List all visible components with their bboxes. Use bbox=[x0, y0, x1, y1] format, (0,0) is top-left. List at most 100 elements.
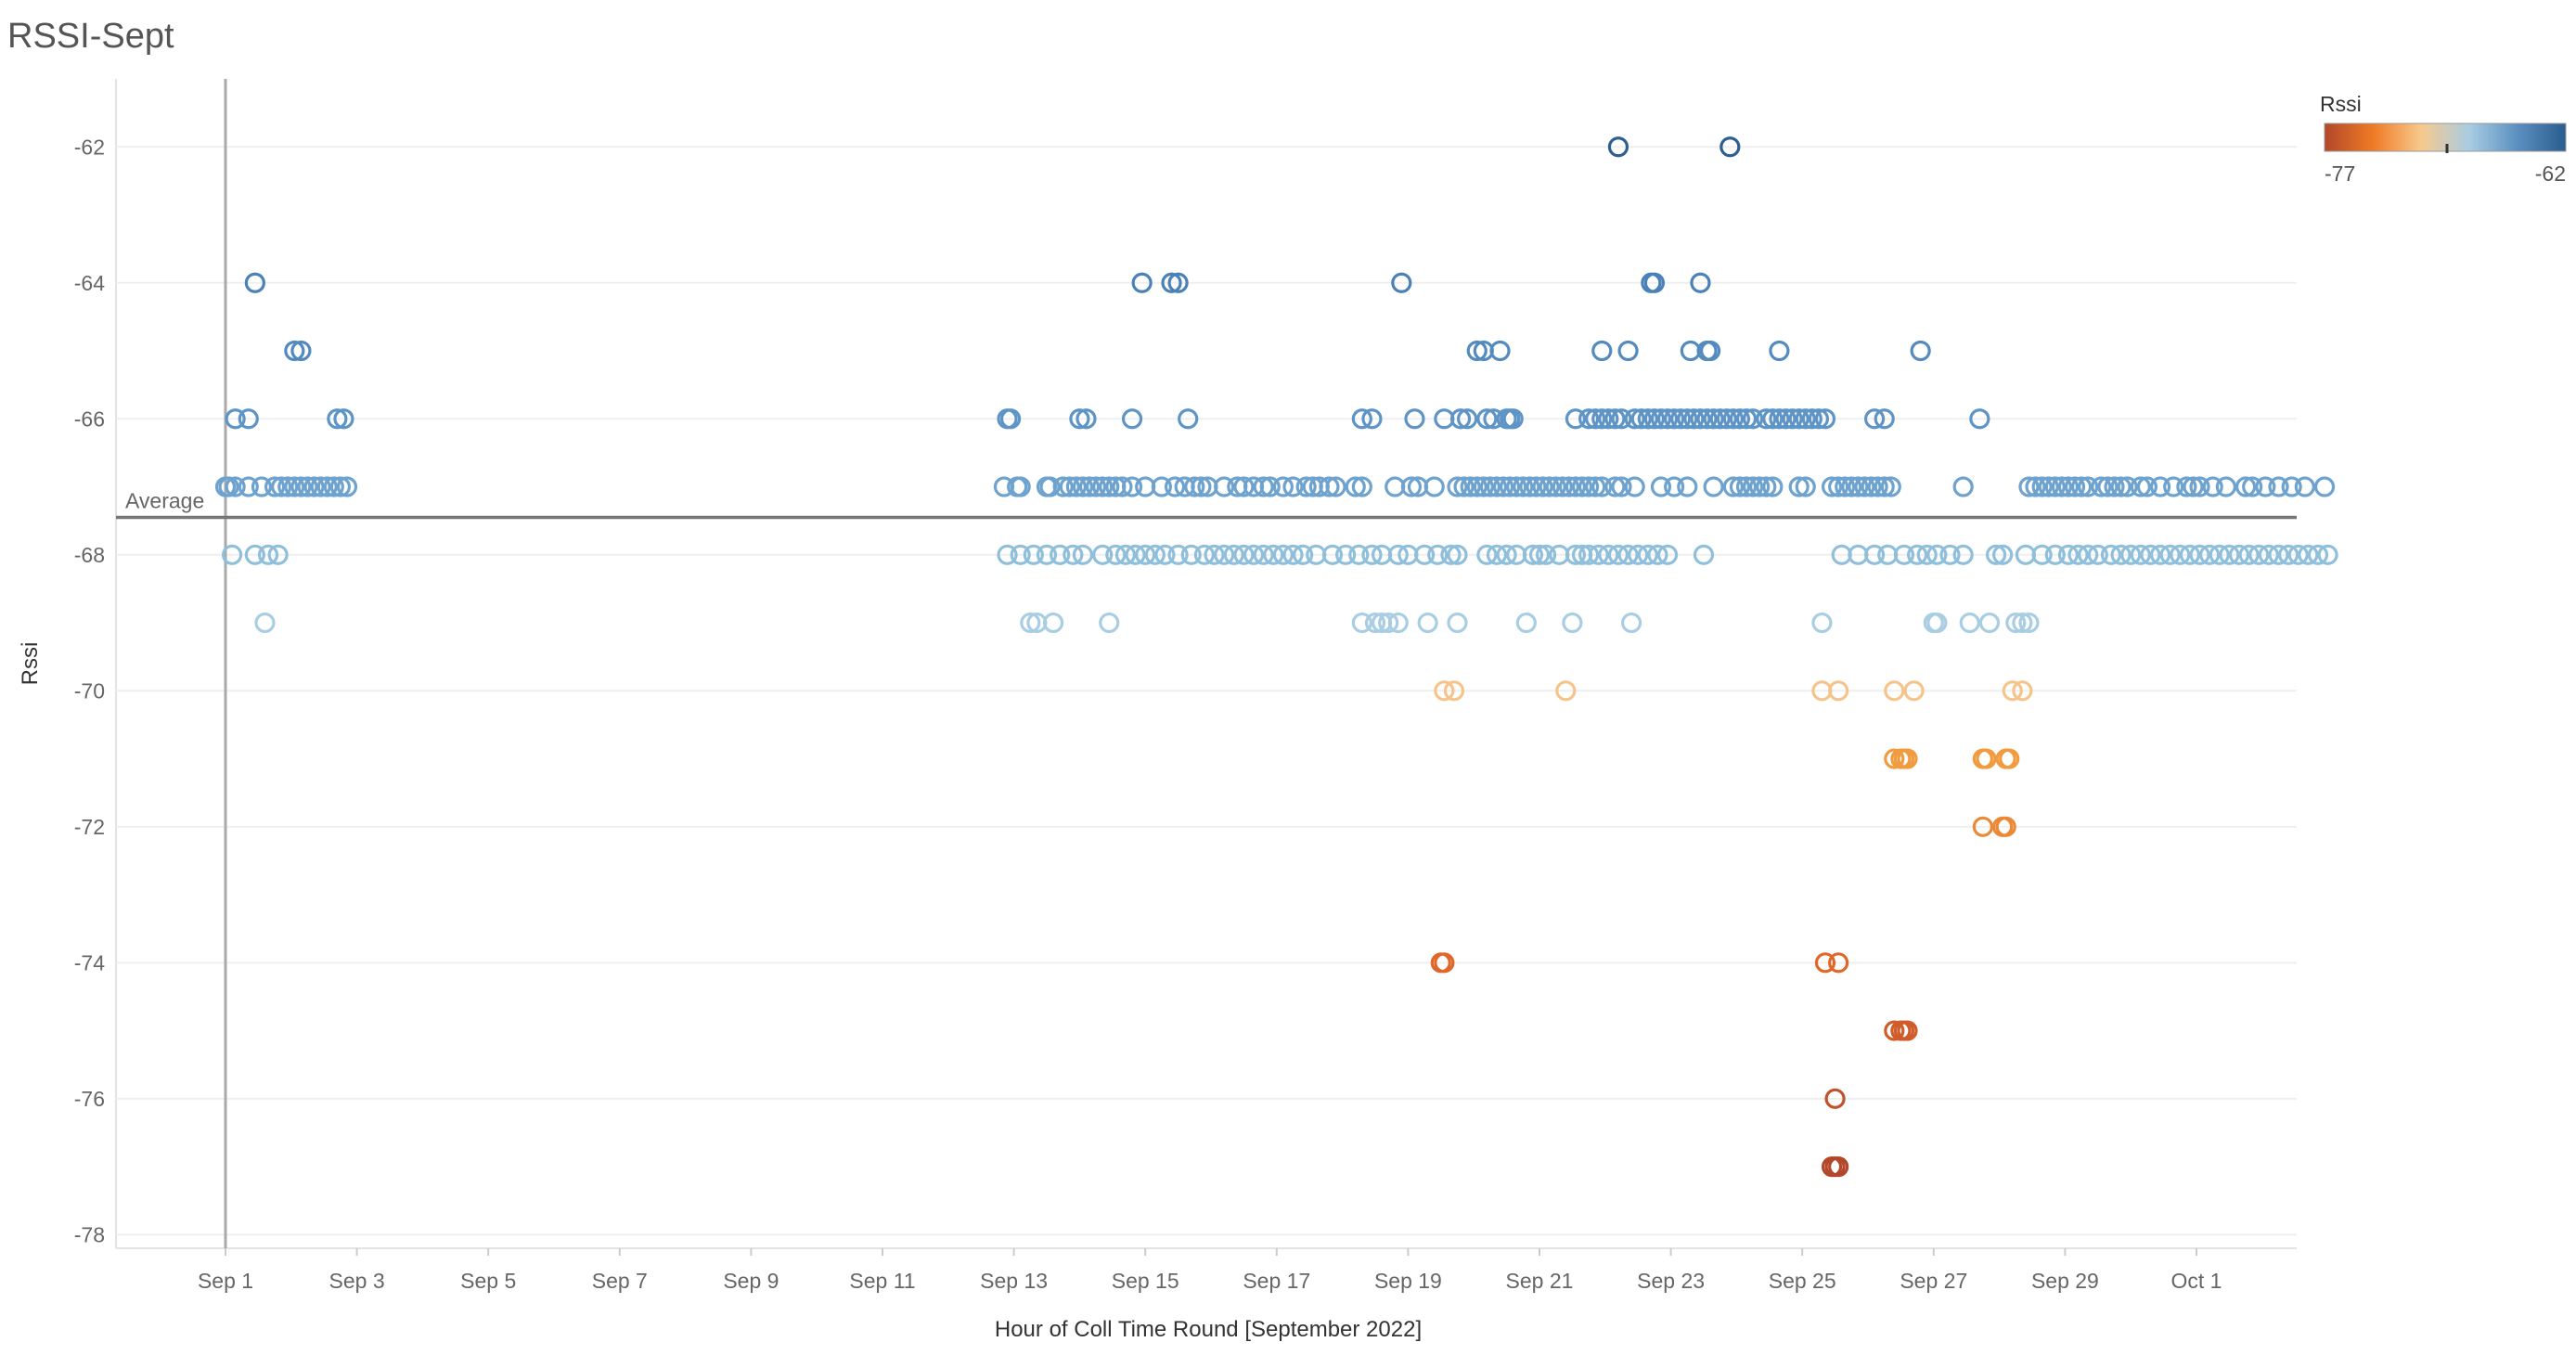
data-point bbox=[1191, 476, 1212, 497]
data-point bbox=[1647, 544, 1668, 565]
data-point bbox=[1404, 408, 1425, 430]
data-point bbox=[2044, 544, 2066, 565]
data-point bbox=[2087, 544, 2108, 565]
data-point bbox=[1591, 408, 1613, 430]
data-point bbox=[1811, 612, 1833, 634]
data-point bbox=[2025, 476, 2046, 497]
x-tick-label: Sep 15 bbox=[1112, 1269, 1179, 1293]
data-point bbox=[1565, 476, 1587, 497]
data-point bbox=[1204, 544, 1225, 565]
data-point bbox=[1729, 476, 1751, 497]
data-point bbox=[1423, 476, 1445, 497]
data-point bbox=[1112, 476, 1133, 497]
data-point bbox=[1995, 816, 2016, 837]
data-point bbox=[254, 612, 276, 634]
data-point bbox=[2091, 476, 2112, 497]
data-point bbox=[1795, 408, 1816, 430]
data-point bbox=[1910, 340, 1931, 362]
data-point bbox=[221, 544, 243, 565]
data-point bbox=[1492, 476, 1514, 497]
data-point bbox=[1065, 476, 1087, 497]
data-point bbox=[1063, 544, 1084, 565]
data-point bbox=[2136, 476, 2157, 497]
x-tick-label: Oct 1 bbox=[2171, 1269, 2222, 1293]
data-point bbox=[1500, 476, 1521, 497]
data-point bbox=[2078, 476, 2099, 497]
data-point bbox=[1184, 476, 1205, 497]
data-point bbox=[1762, 476, 1784, 497]
data-point bbox=[1578, 408, 1600, 430]
data-point bbox=[1391, 272, 1412, 293]
data-point bbox=[1703, 476, 1724, 497]
data-point bbox=[1617, 340, 1639, 362]
data-point bbox=[264, 476, 286, 497]
data-point bbox=[2183, 476, 2204, 497]
data-point bbox=[1835, 476, 1856, 497]
data-point bbox=[1335, 544, 1357, 565]
data-point bbox=[1131, 272, 1153, 293]
data-point bbox=[1272, 544, 1294, 565]
data-point bbox=[1447, 476, 1468, 497]
y-tick-label: -76 bbox=[74, 1087, 105, 1111]
data-point bbox=[1178, 408, 1199, 430]
data-point bbox=[1114, 544, 1137, 565]
data-point bbox=[1952, 476, 1974, 497]
data-point bbox=[1486, 476, 1508, 497]
data-point bbox=[1121, 408, 1143, 430]
data-point bbox=[1848, 476, 1869, 497]
data-point bbox=[1387, 544, 1409, 565]
data-point bbox=[1821, 476, 1843, 497]
data-point bbox=[2064, 476, 2086, 497]
data-point bbox=[1650, 408, 1672, 430]
data-point bbox=[1135, 544, 1156, 565]
data-point bbox=[257, 544, 279, 565]
data-point bbox=[1992, 544, 2014, 565]
data-point bbox=[1926, 544, 1948, 565]
data-point bbox=[1607, 544, 1629, 565]
data-point bbox=[1703, 408, 1724, 430]
data-point bbox=[2278, 544, 2299, 565]
data-point bbox=[2067, 544, 2089, 565]
data-point bbox=[310, 476, 331, 497]
data-point bbox=[1565, 544, 1587, 565]
x-tick-label: Sep 19 bbox=[1374, 1269, 1442, 1293]
data-point bbox=[1939, 544, 1961, 565]
data-point bbox=[1295, 476, 1317, 497]
data-point bbox=[1795, 476, 1816, 497]
data-point bbox=[1151, 476, 1173, 497]
data-point bbox=[1460, 476, 1481, 497]
data-point bbox=[1272, 476, 1294, 497]
data-point bbox=[1814, 408, 1836, 430]
data-point bbox=[1466, 476, 1488, 497]
data-point bbox=[2189, 544, 2210, 565]
x-tick-label: Sep 29 bbox=[2031, 1269, 2099, 1293]
data-point bbox=[2012, 612, 2033, 634]
data-point bbox=[1690, 408, 1711, 430]
data-point bbox=[1440, 544, 1462, 565]
data-point bbox=[1999, 748, 2020, 769]
data-point bbox=[1072, 544, 1094, 565]
data-point bbox=[1233, 544, 1255, 565]
data-point bbox=[1880, 476, 1901, 497]
data-point bbox=[2228, 544, 2250, 565]
data-point bbox=[1473, 476, 1494, 497]
y-tick-label: -74 bbox=[74, 950, 105, 974]
data-point bbox=[1874, 408, 1895, 430]
data-point bbox=[2209, 544, 2230, 565]
data-point bbox=[1449, 408, 1472, 430]
y-tick-label: -68 bbox=[74, 543, 105, 567]
data-point bbox=[1690, 272, 1711, 293]
data-point bbox=[1400, 476, 1423, 497]
data-point bbox=[2149, 476, 2171, 497]
data-point bbox=[244, 272, 265, 293]
data-point bbox=[2163, 476, 2184, 497]
data-point bbox=[1193, 544, 1216, 565]
data-point bbox=[1903, 680, 1925, 702]
data-point bbox=[2238, 544, 2260, 565]
data-point bbox=[2176, 476, 2197, 497]
data-point bbox=[1604, 408, 1626, 430]
data-point bbox=[1628, 544, 1649, 565]
data-point bbox=[284, 476, 305, 497]
data-point bbox=[1496, 544, 1517, 565]
